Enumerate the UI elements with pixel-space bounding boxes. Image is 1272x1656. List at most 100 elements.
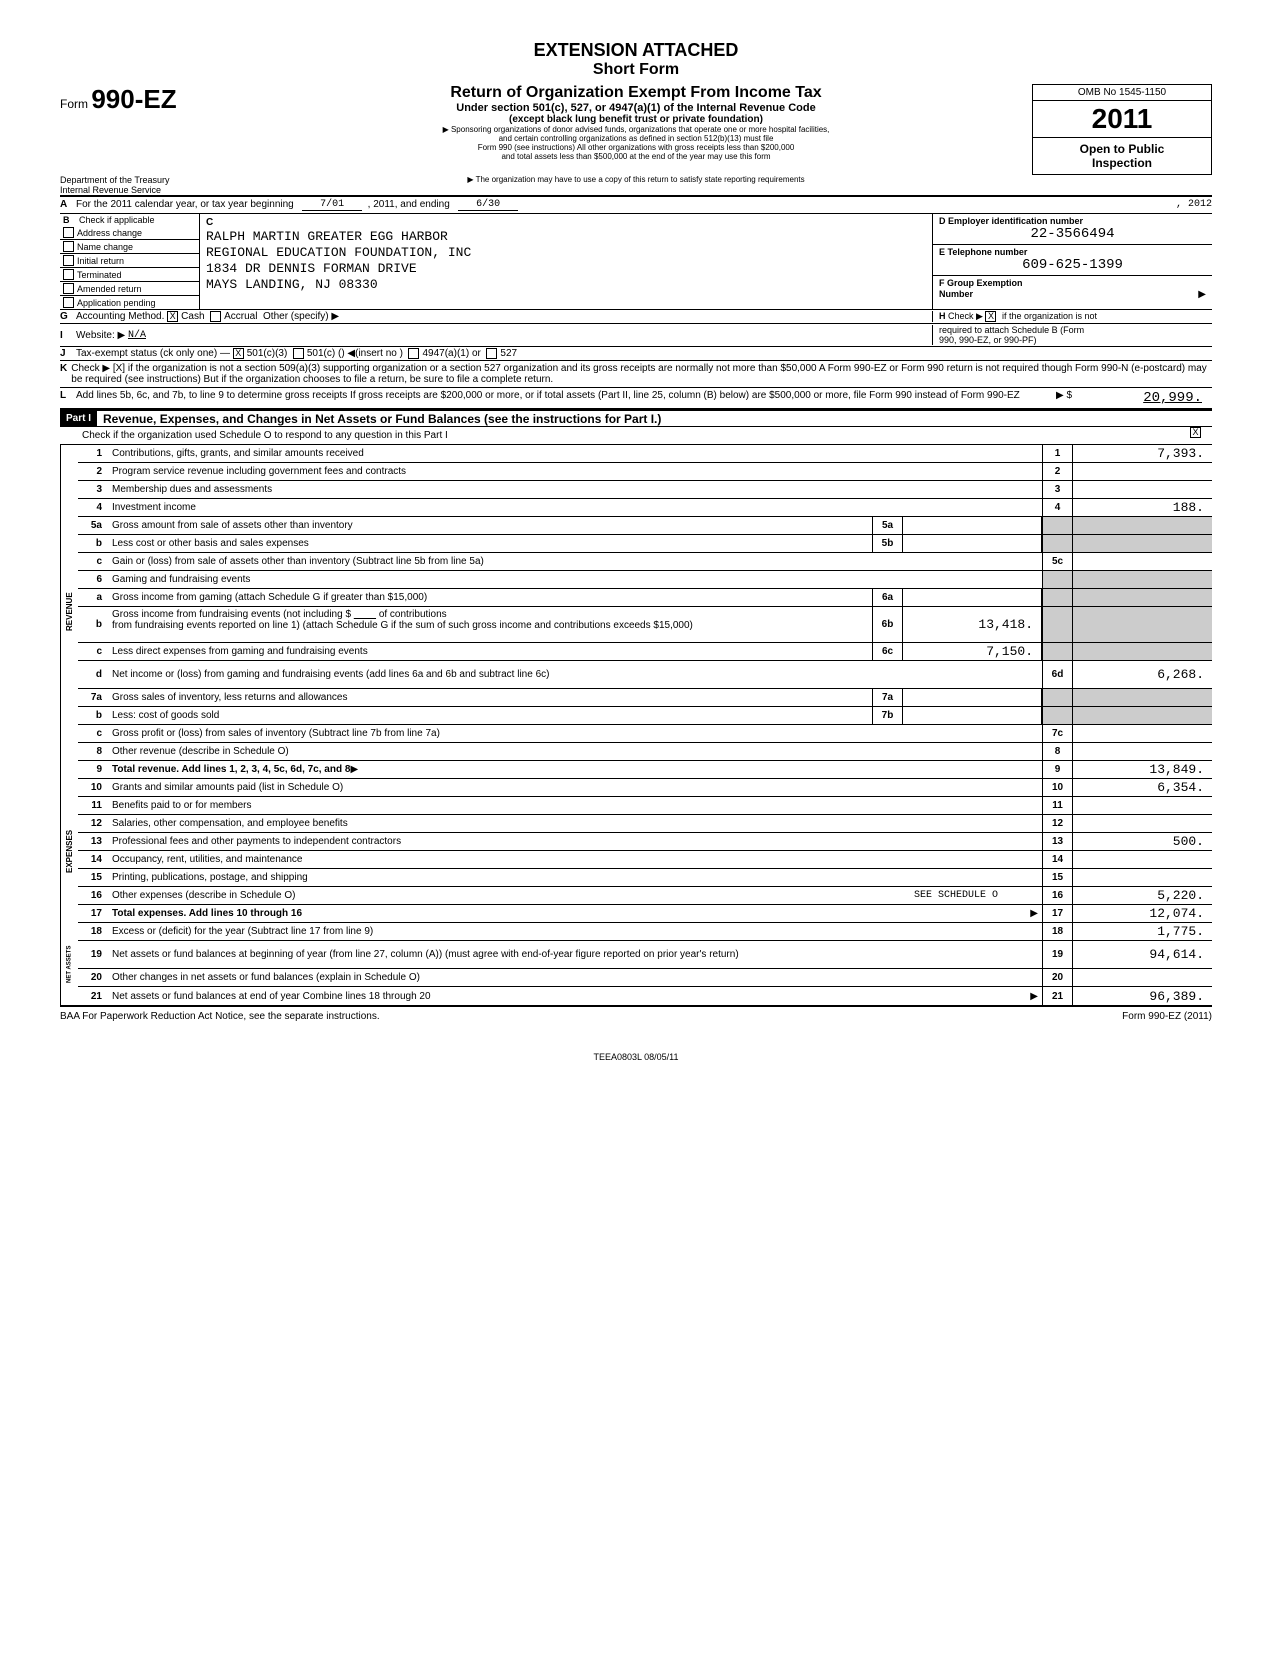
line-13-val: 500. <box>1072 833 1212 850</box>
line-6b-num: b <box>78 607 108 642</box>
line-11-desc: Benefits paid to or for members <box>108 797 1042 814</box>
line-10-num: 10 <box>78 779 108 796</box>
line-7a-val <box>902 689 1042 706</box>
checkbox-name-change[interactable] <box>63 241 74 252</box>
line-15-desc: Printing, publications, postage, and shi… <box>108 869 1042 886</box>
line-8-desc: Other revenue (describe in Schedule O) <box>108 743 1042 760</box>
expenses-label: EXPENSES <box>60 779 78 923</box>
ein-value: 22-3566494 <box>939 226 1206 242</box>
amended-return: Amended return <box>77 284 142 294</box>
ein-label: D Employer identification number <box>939 216 1206 226</box>
line-19-desc: Net assets or fund balances at beginning… <box>108 941 1042 968</box>
line-5b-desc: Less cost or other basis and sales expen… <box>108 535 872 552</box>
line-6c-num: c <box>78 643 108 660</box>
line-6a-num: a <box>78 589 108 606</box>
label-k: K <box>60 363 71 385</box>
line-3-desc: Membership dues and assessments <box>108 481 1042 498</box>
line-6c-val: 7,150. <box>902 643 1042 660</box>
checkbox-accrual[interactable] <box>210 311 221 322</box>
address-2: MAYS LANDING, NJ 08330 <box>206 277 926 292</box>
line-5b-val <box>902 535 1042 552</box>
subtitle2: (except black lung benefit trust or priv… <box>250 114 1022 125</box>
line-5a-box: 5a <box>872 517 902 534</box>
line-2-box: 2 <box>1042 463 1072 480</box>
line-12-num: 12 <box>78 815 108 832</box>
501c-label-b: ) ◀(insert no ) <box>341 348 403 359</box>
part-1-header: Part I <box>60 411 97 426</box>
org-name-1: RALPH MARTIN GREATER EGG HARBOR <box>206 229 926 244</box>
open-public-1: Open to Public <box>1037 142 1207 156</box>
line-11-box: 11 <box>1042 797 1072 814</box>
name-change: Name change <box>77 242 133 252</box>
revenue-label: REVENUE <box>60 445 78 779</box>
line-3-box: 3 <box>1042 481 1072 498</box>
form-label: Form 990-EZ <box>60 97 177 111</box>
line-7a-gray <box>1042 689 1072 706</box>
initial-return: Initial return <box>77 256 124 266</box>
line-5a-val <box>902 517 1042 534</box>
501c-label: 501(c) ( <box>307 348 341 359</box>
row-k-text: Check ▶ [X] if the organization is not a… <box>71 363 1212 385</box>
line-13-num: 13 <box>78 833 108 850</box>
schedule-o-check-text: Check if the organization used Schedule … <box>78 427 1182 444</box>
checkbox-schedule-o[interactable]: X <box>1190 427 1201 438</box>
state-reporting-note: ▶ The organization may have to use a cop… <box>240 175 1032 195</box>
checkbox-4947[interactable] <box>408 348 419 359</box>
line-17-val: 12,074. <box>1072 905 1212 922</box>
line-15-box: 15 <box>1042 869 1072 886</box>
line-21-num: 21 <box>78 987 108 1005</box>
subtitle: Under section 501(c), 527, or 4947(a)(1)… <box>250 102 1022 114</box>
checkbox-initial[interactable] <box>63 255 74 266</box>
checkbox-cash[interactable]: X <box>167 311 178 322</box>
part-1-title: Revenue, Expenses, and Changes in Net As… <box>97 412 661 426</box>
line-7b-gray <box>1042 707 1072 724</box>
fineprint-2: and certain controlling organizations as… <box>250 134 1022 143</box>
line-1-desc: Contributions, gifts, grants, and simila… <box>108 445 1042 462</box>
checkbox-501c3[interactable]: X <box>233 348 244 359</box>
line-20-num: 20 <box>78 969 108 986</box>
checkbox-pending[interactable] <box>63 297 74 308</box>
label-g: G <box>60 311 76 322</box>
line-20-box: 20 <box>1042 969 1072 986</box>
fineprint-4: and total assets less than $500,000 at t… <box>250 152 1022 161</box>
checkbox-527[interactable] <box>486 348 497 359</box>
line-19-num: 19 <box>78 941 108 968</box>
extension-attached: EXTENSION ATTACHED <box>60 40 1212 61</box>
line-5c-desc: Gain or (loss) from sale of assets other… <box>108 553 1042 570</box>
label-i: I <box>60 330 76 341</box>
checkbox-501c[interactable] <box>293 348 304 359</box>
line-3-val <box>1072 481 1212 498</box>
527-label: 527 <box>500 348 517 359</box>
checkbox-terminated[interactable] <box>63 269 74 280</box>
line-5a-num: 5a <box>78 517 108 534</box>
label-l: L <box>60 390 76 406</box>
row-l-text: Add lines 5b, 6c, and 7b, to line 9 to d… <box>76 390 1056 406</box>
form-footer: Form 990-EZ (2011) <box>1122 1011 1212 1022</box>
label-a: A <box>60 199 76 211</box>
line-7b-num: b <box>78 707 108 724</box>
line-2-num: 2 <box>78 463 108 480</box>
line-6-num: 6 <box>78 571 108 588</box>
line-6-desc: Gaming and fundraising events <box>108 571 1042 588</box>
line-5b-gray <box>1042 535 1072 552</box>
checkbox-schedule-b[interactable]: X <box>985 311 996 322</box>
line-2-val <box>1072 463 1212 480</box>
checkbox-amended[interactable] <box>63 283 74 294</box>
line-4-val: 188. <box>1072 499 1212 516</box>
open-public-2: Inspection <box>1037 156 1207 170</box>
omb-number: OMB No 1545-1150 <box>1033 85 1211 101</box>
gross-receipts: 20,999. <box>1072 390 1212 406</box>
checkbox-address-change[interactable] <box>63 227 74 238</box>
tax-exempt-label: Tax-exempt status (ck only one) — <box>76 348 230 359</box>
line-6a-desc: Gross income from gaming (attach Schedul… <box>108 589 872 606</box>
line-21-box: 21 <box>1042 987 1072 1005</box>
group-exemption-label2: Number <box>939 289 973 299</box>
line-17-desc: Total expenses. Add lines 10 through 16▶ <box>108 905 1042 922</box>
line-19-val: 94,614. <box>1072 941 1212 968</box>
line-8-num: 8 <box>78 743 108 760</box>
line-7a-num: 7a <box>78 689 108 706</box>
h-check: Check ▶ <box>948 311 983 321</box>
line-3-num: 3 <box>78 481 108 498</box>
line-7b-desc: Less: cost of goods sold <box>108 707 872 724</box>
line-8-box: 8 <box>1042 743 1072 760</box>
